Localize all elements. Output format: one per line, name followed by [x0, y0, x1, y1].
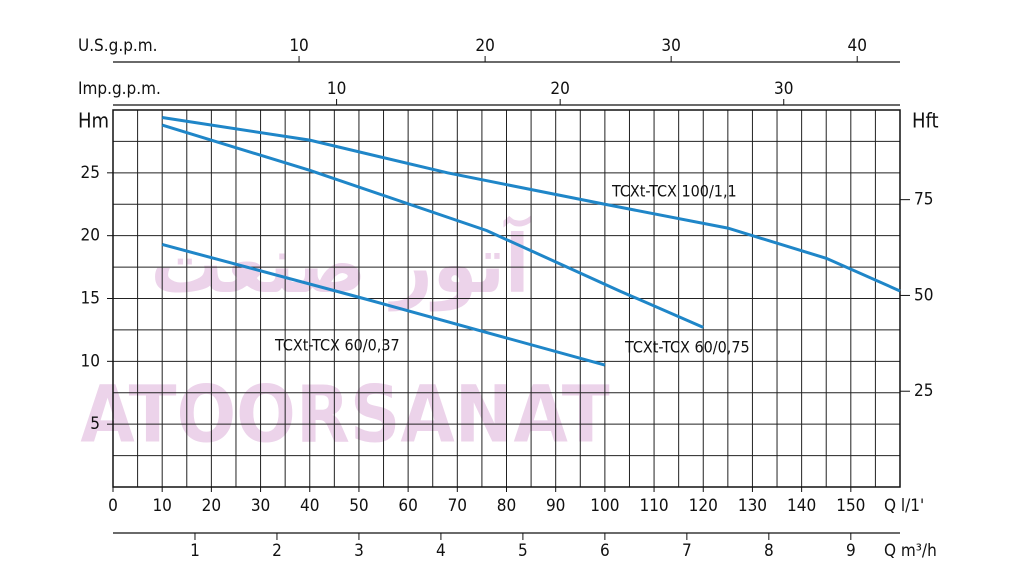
x-tick-label: 30 — [251, 496, 270, 516]
x-tick-label: 1 — [190, 541, 200, 561]
x-tick-label: 60 — [398, 496, 417, 516]
y-tick-label: 5 — [90, 414, 100, 434]
series-label: TCXt-TCX 100/1,1 — [611, 182, 737, 201]
x-top-tick-label: 20 — [550, 79, 569, 99]
x-top-tick-label: 40 — [847, 36, 866, 56]
x-tick-label: 110 — [639, 496, 668, 516]
x-tick-label: 40 — [300, 496, 319, 516]
x-top-axis-title: U.S.g.p.m. — [78, 36, 158, 56]
x-tick-label: 6 — [600, 541, 610, 561]
x-tick-label: 4 — [436, 541, 446, 561]
watermark: ATOORSANAT — [80, 370, 609, 460]
x-top-tick-label: 30 — [661, 36, 680, 56]
x-tick-label: 5 — [518, 541, 528, 561]
y-tick-label: 25 — [81, 163, 100, 183]
y-axis-title: Hm — [78, 109, 109, 133]
x-tick-label: 0 — [108, 496, 118, 516]
x-tick-label: 7 — [682, 541, 692, 561]
x-tick-label: 90 — [546, 496, 565, 516]
x-top-axis-title: Imp.g.p.m. — [78, 79, 161, 99]
x-tick-label: 10 — [152, 496, 171, 516]
curve — [161, 243, 606, 367]
watermark: آتور صنعت — [150, 215, 531, 312]
y-tick-label: 10 — [81, 351, 100, 371]
x-tick-label: 9 — [846, 541, 856, 561]
series-label: TCXt-TCX 60/0,37 — [274, 336, 400, 355]
y2-axis-title: Hft — [912, 109, 939, 133]
curve — [161, 116, 901, 293]
x-top-tick-label: 30 — [774, 79, 793, 99]
y-tick-label: 20 — [81, 226, 100, 246]
y2-tick-label: 50 — [914, 285, 933, 305]
x-axis-title: Q m³/h — [884, 541, 937, 561]
y-tick-label: 15 — [81, 289, 100, 309]
x-tick-label: 140 — [787, 496, 816, 516]
x-tick-label: 120 — [689, 496, 718, 516]
x-tick-label: 150 — [836, 496, 865, 516]
curve — [161, 123, 704, 329]
x-tick-label: 80 — [497, 496, 516, 516]
x-top-tick-label: 10 — [327, 79, 346, 99]
x-tick-label: 50 — [349, 496, 368, 516]
x-tick-label: 3 — [354, 541, 364, 561]
x-tick-label: 100 — [590, 496, 619, 516]
y2-tick-label: 25 — [914, 381, 933, 401]
series-label: TCXt-TCX 60/0,75 — [624, 338, 750, 357]
x-tick-label: 8 — [764, 541, 774, 561]
x-top-tick-label: 20 — [475, 36, 494, 56]
x-axis-title: Q l/1' — [884, 496, 924, 516]
x-top-tick-label: 10 — [289, 36, 308, 56]
y2-tick-label: 75 — [914, 190, 933, 210]
x-tick-label: 20 — [202, 496, 221, 516]
x-tick-label: 130 — [738, 496, 767, 516]
x-tick-label: 2 — [272, 541, 282, 561]
x-tick-label: 70 — [448, 496, 467, 516]
